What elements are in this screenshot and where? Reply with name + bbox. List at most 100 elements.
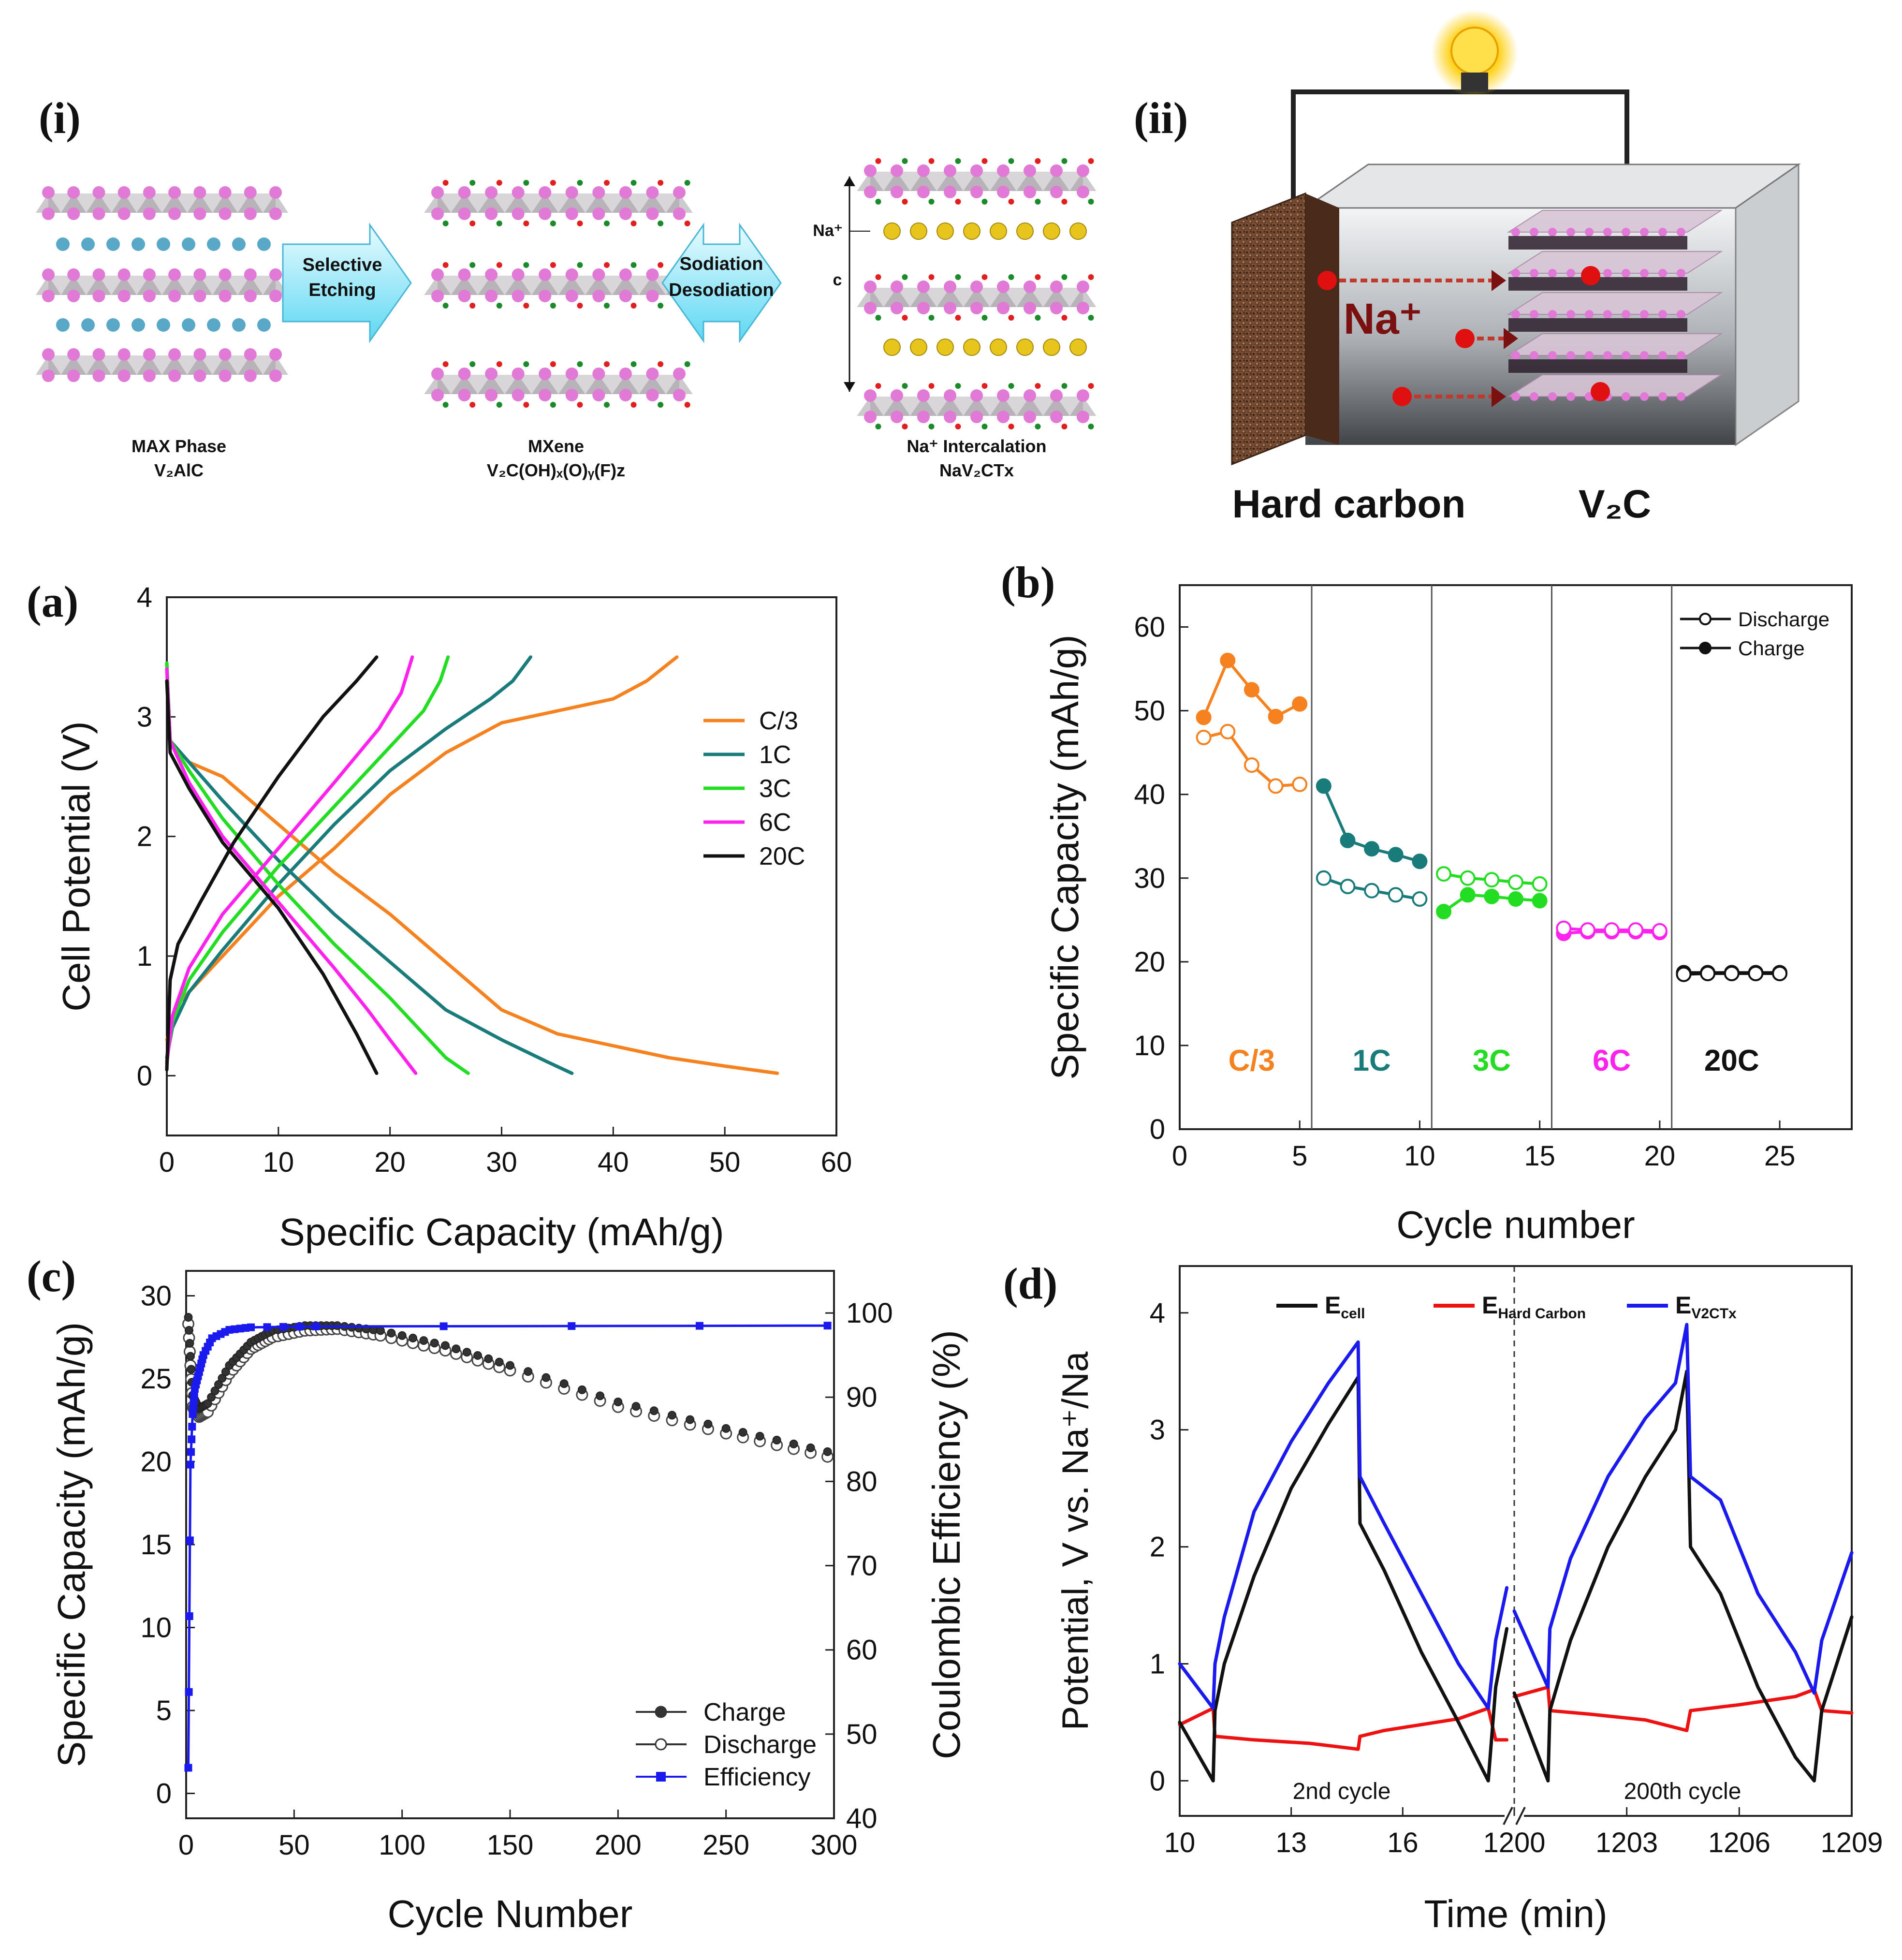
max-layer-2-v-atom <box>117 348 131 361</box>
y-tick-label: 4 <box>137 582 152 613</box>
na-ion-arrowhead <box>1492 386 1506 407</box>
max-layer-1-v-atom <box>219 268 232 281</box>
x-tick-label: 30 <box>486 1147 517 1178</box>
charge-point <box>214 1380 223 1389</box>
segment-1C-charge-point <box>1340 832 1356 848</box>
y-tick-label: 10 <box>1134 1030 1165 1061</box>
na-layer-2-v-atom <box>970 389 983 402</box>
max-layer-2-v-atom <box>117 369 131 382</box>
na-atom <box>990 222 1007 240</box>
y-tick-label: 30 <box>1134 863 1165 894</box>
na-layer-0-v-atom <box>944 186 956 198</box>
na-atom <box>1016 339 1034 356</box>
y-tick-label: 3 <box>1150 1415 1165 1446</box>
na-layer-2-octahedron <box>936 397 964 416</box>
max-layer-0-v-atom <box>269 186 282 199</box>
na-atom <box>963 222 980 240</box>
segment-1C-discharge-point <box>1316 870 1331 886</box>
segment-1C-charge-point <box>1388 847 1404 863</box>
mxene-layer-1-surface-atom <box>442 303 449 309</box>
v2c-atom <box>1548 351 1557 360</box>
series-1C-discharge <box>165 661 574 1075</box>
na-layer-1-v-atom <box>891 280 903 293</box>
na-layer-2-v-atom <box>891 389 903 402</box>
na-layer-0-octahedron <box>1069 172 1097 191</box>
legend-sub-V2CTx: V2CTx <box>1691 1306 1737 1322</box>
v2c-atom <box>1677 269 1685 278</box>
na-atom <box>1069 222 1087 240</box>
mxene-layer-2-v-atom <box>565 389 578 401</box>
mxene-layer-2-v-atom <box>458 368 471 380</box>
na-layer-1-v-atom <box>1024 280 1036 293</box>
na-layer-1-v-atom <box>970 280 983 293</box>
mxene-layer-0-surface-atom <box>523 180 529 186</box>
max-layer-0-v-atom <box>117 186 131 199</box>
bulb-base <box>1461 73 1488 92</box>
mxene-layer-0-octahedron <box>585 193 613 213</box>
legend-label-cell: Ecell <box>1325 1292 1365 1322</box>
max-layer-2-v-atom <box>42 369 55 382</box>
charge-point <box>806 1443 815 1452</box>
mxene-layer-2-surface-atom <box>469 402 476 408</box>
v2c-atom <box>1658 310 1667 319</box>
na-layer-0-v-atom <box>970 186 983 198</box>
max-layer-1-v-atom <box>244 268 257 281</box>
v2c-atom <box>1566 228 1575 236</box>
y-tick-label: 0 <box>1150 1765 1165 1797</box>
mxene-layer-0-surface-atom <box>658 180 664 186</box>
na-layer-2-octahedron <box>1069 397 1097 416</box>
arrow1-line2: Etching <box>308 280 376 300</box>
v2c-atom <box>1585 228 1594 236</box>
efficiency-point <box>823 1322 832 1330</box>
max-layer-1-v-atom <box>117 268 131 281</box>
na-layer-1-v-atom <box>1050 280 1063 293</box>
mxene-layer-0-surface-atom <box>684 221 690 226</box>
na-layer-2-octahedron <box>910 397 937 416</box>
al-atom <box>182 237 195 251</box>
mxene-layer-2-v-atom <box>539 389 552 401</box>
max-layer-2-v-atom <box>244 348 257 361</box>
mxene-layer-2-surface-atom <box>684 402 690 408</box>
v2c-atom <box>1622 228 1630 236</box>
mxene-layer-1-surface-atom <box>469 262 476 268</box>
max-layer-2-octahedron <box>111 355 137 375</box>
mxene-layer-0-octahedron <box>478 193 505 213</box>
x-tick-label: 0 <box>1172 1140 1187 1172</box>
na-layer-0-surface-atom <box>1008 158 1014 164</box>
charge-point <box>397 1331 407 1340</box>
na-layer-1-octahedron <box>1069 288 1097 307</box>
rate-label-1C: 1C <box>1353 1044 1391 1077</box>
na-layer-1-surface-atom <box>955 274 961 280</box>
na-layer-1-surface-atom <box>902 274 908 280</box>
charge-point <box>823 1447 832 1456</box>
max-layer-2-v-atom <box>219 348 232 361</box>
na-layer-0-v-atom <box>1077 164 1089 177</box>
charge-point <box>506 1361 514 1370</box>
mxene-layer-1-v-atom <box>565 290 578 302</box>
na-ion <box>1392 387 1412 406</box>
y-axis-label: Potential, V vs. Na⁺/Na <box>1055 1351 1096 1730</box>
legend-label-3C: 3C <box>759 775 791 803</box>
efficiency-point <box>186 1536 194 1545</box>
na-layer-1-v-atom <box>944 280 956 293</box>
na-layer-2-v-atom <box>864 411 877 423</box>
efficiency-point <box>189 1404 197 1412</box>
mxene-layer-0-surface-atom <box>577 180 583 186</box>
panel-label-a: (a) <box>27 577 78 626</box>
mxene-layer-2-surface-atom <box>442 402 449 408</box>
mxene-layer-1-v-atom <box>592 290 605 302</box>
mxene-layer-0-surface-atom <box>630 221 637 226</box>
chart-a-frame <box>166 596 837 1136</box>
max-layer-2-octahedron <box>212 355 238 375</box>
charge-point <box>703 1419 713 1429</box>
segment-C/3-discharge-point <box>1196 730 1212 745</box>
max-layer-0-v-atom <box>219 207 232 220</box>
na-layer-0-v-atom <box>917 164 930 177</box>
max-layer-0-v-atom <box>143 186 156 199</box>
y-axis-label: Specific Capacity (mAh/g) <box>1043 634 1086 1079</box>
selective-etching-arrow <box>282 222 412 343</box>
series-C/3-charge <box>165 655 679 1042</box>
v2c-atom <box>1622 310 1630 319</box>
series-3C-discharge <box>165 661 470 1075</box>
mxene-layer-2-v-atom <box>485 368 498 380</box>
